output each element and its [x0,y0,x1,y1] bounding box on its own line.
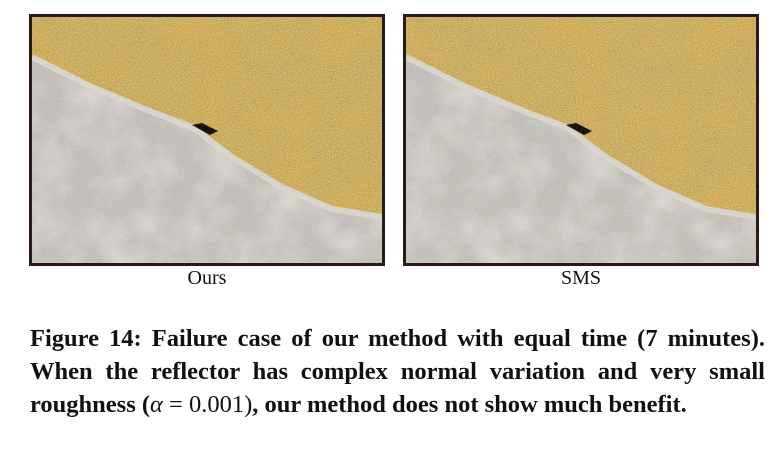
panel-label-ours: Ours [187,267,227,289]
panel-label-sms: SMS [560,267,602,289]
caption-math: α = 0.001) [150,391,252,418]
caption-math-symbol: α [150,391,163,418]
render-svg-ours [32,17,382,263]
caption-suffix: , our method does not show much benefit. [252,391,687,418]
caption-prefix: Figure 14: Failure case of our method wi… [30,325,765,418]
caption-math-rest: = 0.001) [162,391,253,418]
rendered-image-sms [403,14,759,266]
figure-caption: Figure 14: Failure case of our method wi… [30,322,765,421]
rendered-image-ours [29,14,385,266]
render-svg-sms [406,17,756,263]
